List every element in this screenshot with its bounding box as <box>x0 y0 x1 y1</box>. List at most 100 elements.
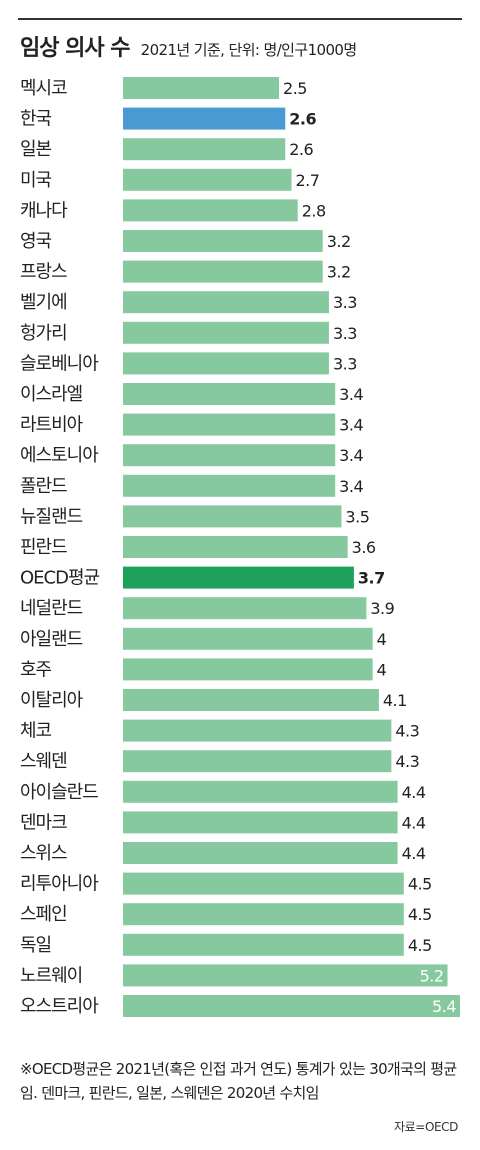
value-label-노르웨이: 5.2 <box>420 966 444 985</box>
category-label-프랑스: 프랑스 <box>20 262 67 283</box>
category-label-체코: 체코 <box>20 721 52 742</box>
bar-이탈리아 <box>123 689 379 711</box>
value-label-스웨덴: 4.3 <box>395 752 419 771</box>
value-label-덴마크: 4.4 <box>402 813 426 832</box>
bar-독일 <box>123 933 404 956</box>
bar-라트비아 <box>123 413 336 436</box>
bar-영국 <box>123 230 323 252</box>
bar-벨기에 <box>123 291 329 314</box>
category-label-한국: 한국 <box>20 109 52 130</box>
category-label-영국: 영국 <box>20 231 52 252</box>
category-label-일본: 일본 <box>20 139 52 160</box>
bar-한국 <box>123 107 286 130</box>
category-label-스웨덴: 스웨덴 <box>20 751 67 772</box>
value-label-에스토니아: 3.4 <box>339 446 363 465</box>
category-label-폴란드: 폴란드 <box>20 476 67 497</box>
value-label-라트비아: 3.4 <box>339 416 363 435</box>
category-label-헝가리: 헝가리 <box>20 323 67 344</box>
bar-오스트리아 <box>123 995 460 1017</box>
category-label-스위스: 스위스 <box>20 843 67 864</box>
value-label-독일: 4.5 <box>408 936 432 955</box>
value-label-리투아니아: 4.5 <box>408 875 432 894</box>
category-label-노르웨이: 노르웨이 <box>20 965 82 986</box>
bar-이스라엘 <box>123 383 336 405</box>
chart-title: 임상 의사 수 <box>20 36 131 61</box>
value-label-폴란드: 3.4 <box>339 477 363 496</box>
category-label-오스트리아: 오스트리아 <box>20 996 99 1017</box>
value-label-핀란드: 3.6 <box>352 538 376 557</box>
category-label-스페인: 스페인 <box>20 904 67 925</box>
bar-멕시코 <box>123 77 280 99</box>
value-label-오스트리아: 5.4 <box>432 997 456 1016</box>
bar-프랑스 <box>123 260 323 283</box>
category-label-덴마크: 덴마크 <box>20 812 67 833</box>
category-label-리투아니아: 리투아니아 <box>20 874 99 895</box>
value-label-프랑스: 3.2 <box>327 263 351 282</box>
category-label-이스라엘: 이스라엘 <box>20 384 83 405</box>
value-label-이스라엘: 3.4 <box>339 385 363 404</box>
bar-chart: 멕시코 2.5 한국 2.6 일본 2.6 미국 2.7 캐나다 2.8 영국 3.2 프랑스 3.2 벨기… <box>20 77 460 1017</box>
value-label-스페인: 4.5 <box>408 905 432 924</box>
value-label-벨기에: 3.3 <box>333 293 357 312</box>
category-label-독일: 독일 <box>20 935 51 956</box>
value-label-체코: 4.3 <box>395 722 419 741</box>
value-label-일본: 2.6 <box>289 140 313 159</box>
bar-아일랜드 <box>123 627 373 650</box>
value-label-영국: 3.2 <box>327 232 351 251</box>
category-label-호주: 호주 <box>20 659 52 680</box>
source-label: 자료=OECD <box>394 1120 458 1134</box>
bar-스위스 <box>123 842 398 864</box>
value-label-멕시코: 2.5 <box>283 79 307 98</box>
bar-뉴질랜드 <box>123 505 342 528</box>
bar-노르웨이 <box>123 964 448 987</box>
bar-덴마크 <box>123 811 398 834</box>
top-rule <box>18 18 462 20</box>
category-label-라트비아: 라트비아 <box>20 415 84 436</box>
bar-일본 <box>123 138 286 161</box>
category-label-슬로베니아: 슬로베니아 <box>20 353 99 374</box>
category-label-벨기에: 벨기에 <box>20 292 67 313</box>
value-label-OECD평균: 3.7 <box>358 569 385 588</box>
category-label-OECD평균: OECD평균 <box>20 568 100 589</box>
bar-네덜란드 <box>123 597 367 620</box>
category-label-네덜란드: 네덜란드 <box>20 598 83 619</box>
bar-헝가리 <box>123 321 329 344</box>
value-label-스위스: 4.4 <box>402 844 426 863</box>
bar-아이슬란드 <box>123 780 398 803</box>
value-label-이탈리아: 4.1 <box>383 691 407 710</box>
bar-폴란드 <box>123 474 336 497</box>
footnote: ※OECD평균은 2021년(혹은 인접 과거 연도) 통계가 있는 30개국의… <box>20 1060 457 1102</box>
category-label-에스토니아: 에스토니아 <box>20 445 99 466</box>
bar-호주 <box>123 658 373 681</box>
value-label-헝가리: 3.3 <box>333 324 357 343</box>
bar-리투아니아 <box>123 872 404 895</box>
bar-체코 <box>123 719 392 742</box>
value-label-네덜란드: 3.9 <box>370 599 394 618</box>
bar-스웨덴 <box>123 750 392 773</box>
bar-슬로베니아 <box>123 352 329 375</box>
bar-핀란드 <box>123 536 348 558</box>
bar-스페인 <box>123 903 404 926</box>
chart-subtitle: 2021년 기준, 단위: 명/인구1000명 <box>140 41 358 59</box>
value-label-한국: 2.6 <box>289 110 316 129</box>
value-label-미국: 2.7 <box>296 171 320 190</box>
value-label-캐나다: 2.8 <box>302 201 326 220</box>
category-label-핀란드: 핀란드 <box>20 537 67 558</box>
bar-OECD평균 <box>123 566 354 589</box>
value-label-뉴질랜드: 3.5 <box>345 507 369 526</box>
header: 임상 의사 수 2021년 기준, 단위: 명/인구1000명 <box>20 30 357 62</box>
category-label-이탈리아: 이탈리아 <box>20 690 84 711</box>
bar-캐나다 <box>123 199 298 222</box>
category-label-미국: 미국 <box>20 170 52 191</box>
bar-미국 <box>123 168 292 191</box>
category-label-아이슬란드: 아이슬란드 <box>20 782 98 803</box>
category-label-뉴질랜드: 뉴질랜드 <box>20 506 83 527</box>
value-label-호주: 4 <box>377 660 387 679</box>
value-label-슬로베니아: 3.3 <box>333 354 357 373</box>
category-label-멕시코: 멕시코 <box>20 78 67 99</box>
value-label-아이슬란드: 4.4 <box>402 783 426 802</box>
bar-에스토니아 <box>123 444 336 467</box>
value-label-아일랜드: 4 <box>377 630 387 649</box>
category-label-캐나다: 캐나다 <box>20 200 68 221</box>
category-label-아일랜드: 아일랜드 <box>20 629 83 650</box>
